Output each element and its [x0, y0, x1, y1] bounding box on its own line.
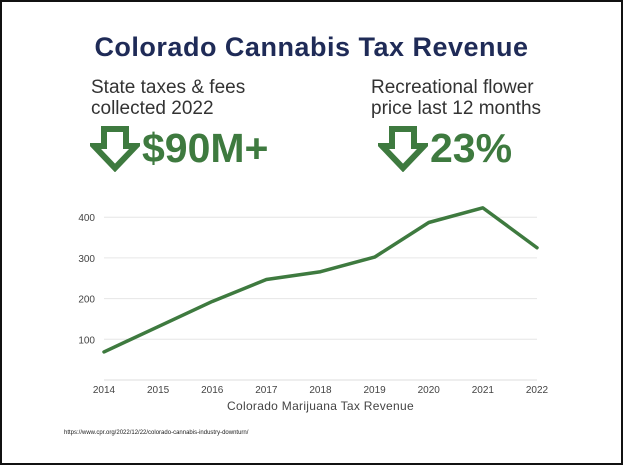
y-tick-label: 400 — [78, 213, 95, 224]
down-arrow-icon — [378, 126, 428, 172]
x-tick-label: 2018 — [309, 385, 332, 396]
slide-title: Colorado Cannabis Tax Revenue — [94, 32, 529, 62]
x-tick-label: 2020 — [418, 385, 441, 396]
stat-left-value: $90M+ — [142, 124, 269, 171]
x-tick-label: 2022 — [526, 385, 549, 396]
x-tick-label: 2015 — [147, 385, 170, 396]
stat-right-label-line1: Recreational flower — [371, 77, 534, 98]
x-tick-label: 2021 — [472, 385, 495, 396]
y-tick-label: 100 — [78, 335, 95, 346]
stat-left-label-line2: collected 2022 — [91, 98, 214, 119]
y-tick-label: 200 — [78, 295, 95, 306]
x-axis-label: Colorado Marijuana Tax Revenue — [227, 399, 414, 413]
x-tick-label: 2016 — [201, 385, 224, 396]
stat-left-label: State taxes & fees collected 2022 — [91, 77, 311, 119]
stat-right-value: 23% — [430, 124, 513, 171]
x-tick-label: 2019 — [364, 385, 387, 396]
stat-left-value-group: $90M+ — [90, 124, 269, 172]
stat-right-value-group: 23% — [378, 124, 512, 172]
series-line — [102, 206, 539, 354]
down-arrow-icon — [90, 126, 140, 172]
stat-right-label: Recreational flower price last 12 months — [371, 77, 601, 119]
x-tick-label: 2017 — [255, 385, 278, 396]
y-tick-label: 300 — [78, 254, 95, 265]
x-tick-label: 2014 — [93, 385, 116, 396]
source-link[interactable]: https://www.cpr.org/2022/12/22/colorado-… — [64, 430, 249, 436]
stat-left-label-line1: State taxes & fees — [91, 77, 246, 98]
stat-right-label-line2: price last 12 months — [371, 98, 542, 119]
